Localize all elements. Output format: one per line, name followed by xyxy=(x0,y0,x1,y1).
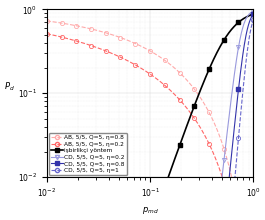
X-axis label: $p_{md}$: $p_{md}$ xyxy=(142,205,158,216)
Legend: AB, 5/5, Q=5, η=0.8, AB, 5/5, Q=5, η=0.2, işbirlikçi yöntem, CD, 5/5, Q=5, η=0.2: AB, 5/5, Q=5, η=0.8, AB, 5/5, Q=5, η=0.2… xyxy=(48,133,127,175)
Y-axis label: $P_d$: $P_d$ xyxy=(4,81,15,93)
